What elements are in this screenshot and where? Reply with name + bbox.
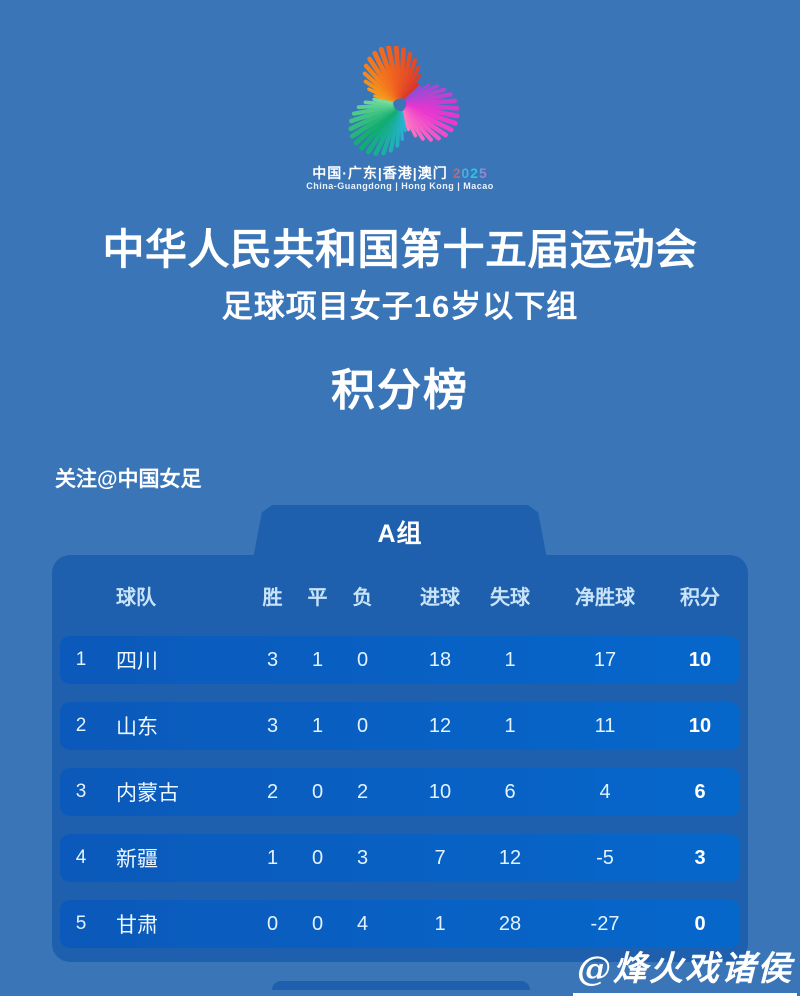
- losses: 3: [356, 846, 369, 869]
- table-row: 3 内蒙古 2 0 2 10 6 4 6: [60, 768, 740, 816]
- points: 10: [688, 714, 712, 737]
- table-row: 2 山东 3 1 0 12 1 11 10: [60, 702, 740, 750]
- col-header-losses: 负: [352, 587, 373, 609]
- goal-diff: 4: [599, 780, 611, 803]
- page-title: 中华人民共和国第十五届运动会: [102, 226, 698, 273]
- page-subtitle: 足球项目女子16岁以下组: [221, 289, 579, 324]
- section-title-standings: 积分榜: [331, 366, 469, 415]
- wins: 3: [266, 648, 279, 671]
- losses: 4: [356, 912, 369, 935]
- team-name: 甘肃: [116, 914, 158, 937]
- goals-for: 1: [434, 912, 446, 935]
- wins: 2: [266, 780, 279, 803]
- team-name: 山东: [116, 716, 158, 739]
- follow-handle: 关注@中国女足: [55, 468, 202, 491]
- emblem-caption-cn: 中国·广东|香港|澳门 2025: [0, 163, 800, 183]
- rank: 1: [75, 649, 87, 670]
- goals-against: 28: [498, 912, 522, 935]
- table-row: 1 四川 3 1 0 18 1 17 10: [60, 636, 740, 684]
- losses: 2: [356, 780, 369, 803]
- col-header-goals-against: 失球: [490, 587, 530, 609]
- points: 6: [694, 780, 706, 803]
- table-header-row: 球队 胜 平 负 进球 失球 净胜球 积分: [60, 555, 740, 636]
- goal-diff: 11: [594, 714, 616, 737]
- goal-diff: 17: [593, 648, 617, 671]
- rank: 3: [75, 781, 87, 802]
- team-name: 内蒙古: [116, 782, 179, 805]
- games-emblem-firework-icon: [348, 46, 460, 157]
- wins: 3: [266, 714, 279, 737]
- next-group-tab-peek: [272, 981, 530, 990]
- table-row: 5 甘肃 0 0 4 1 28 -27 0: [60, 900, 740, 948]
- col-header-draws: 平: [307, 587, 328, 609]
- draws: 0: [311, 846, 324, 869]
- standings-table: 球队 胜 平 负 进球 失球 净胜球 积分 1 四川 3 1 0 18 1 17…: [52, 555, 748, 962]
- draws: 0: [311, 912, 324, 935]
- emblem-caption-year: 2025: [452, 165, 488, 181]
- goals-against: 1: [504, 648, 516, 671]
- watermark-signature: @烽火戏诸侯: [573, 941, 797, 996]
- col-header-points: 积分: [680, 587, 720, 609]
- points: 3: [694, 846, 706, 869]
- draws: 1: [311, 714, 324, 737]
- goals-for: 10: [428, 780, 452, 803]
- rank: 5: [75, 913, 87, 934]
- emblem-caption-en: China-Guangdong | Hong Kong | Macao: [306, 181, 494, 191]
- goals-against: 1: [504, 714, 516, 737]
- rank: 4: [75, 847, 87, 868]
- wins: 0: [266, 912, 279, 935]
- group-a-tab-label: A组: [377, 520, 423, 548]
- draws: 0: [311, 780, 324, 803]
- goals-against: 6: [504, 780, 516, 803]
- goals-for: 7: [434, 846, 446, 869]
- wins: 1: [266, 846, 279, 869]
- col-header-wins: 胜: [262, 587, 283, 609]
- losses: 0: [356, 648, 369, 671]
- draws: 1: [311, 648, 324, 671]
- goals-against: 12: [498, 846, 522, 869]
- col-header-goals-for: 进球: [420, 587, 460, 609]
- col-header-goal-diff: 净胜球: [575, 587, 635, 609]
- team-name: 新疆: [116, 848, 158, 871]
- losses: 0: [356, 714, 369, 737]
- emblem-caption-cn-text: 中国·广东|香港|澳门: [312, 165, 448, 181]
- table-row: 4 新疆 1 0 3 7 12 -5 3: [60, 834, 740, 882]
- goals-for: 12: [428, 714, 452, 737]
- col-header-team: 球队: [116, 587, 156, 609]
- goal-diff: -27: [590, 912, 620, 935]
- points: 10: [688, 648, 712, 671]
- goals-for: 18: [428, 648, 452, 671]
- rank: 2: [75, 715, 87, 736]
- group-a-tab: A组: [253, 505, 547, 559]
- points: 0: [694, 912, 706, 935]
- team-name: 四川: [116, 650, 158, 673]
- goal-diff: -5: [596, 846, 614, 869]
